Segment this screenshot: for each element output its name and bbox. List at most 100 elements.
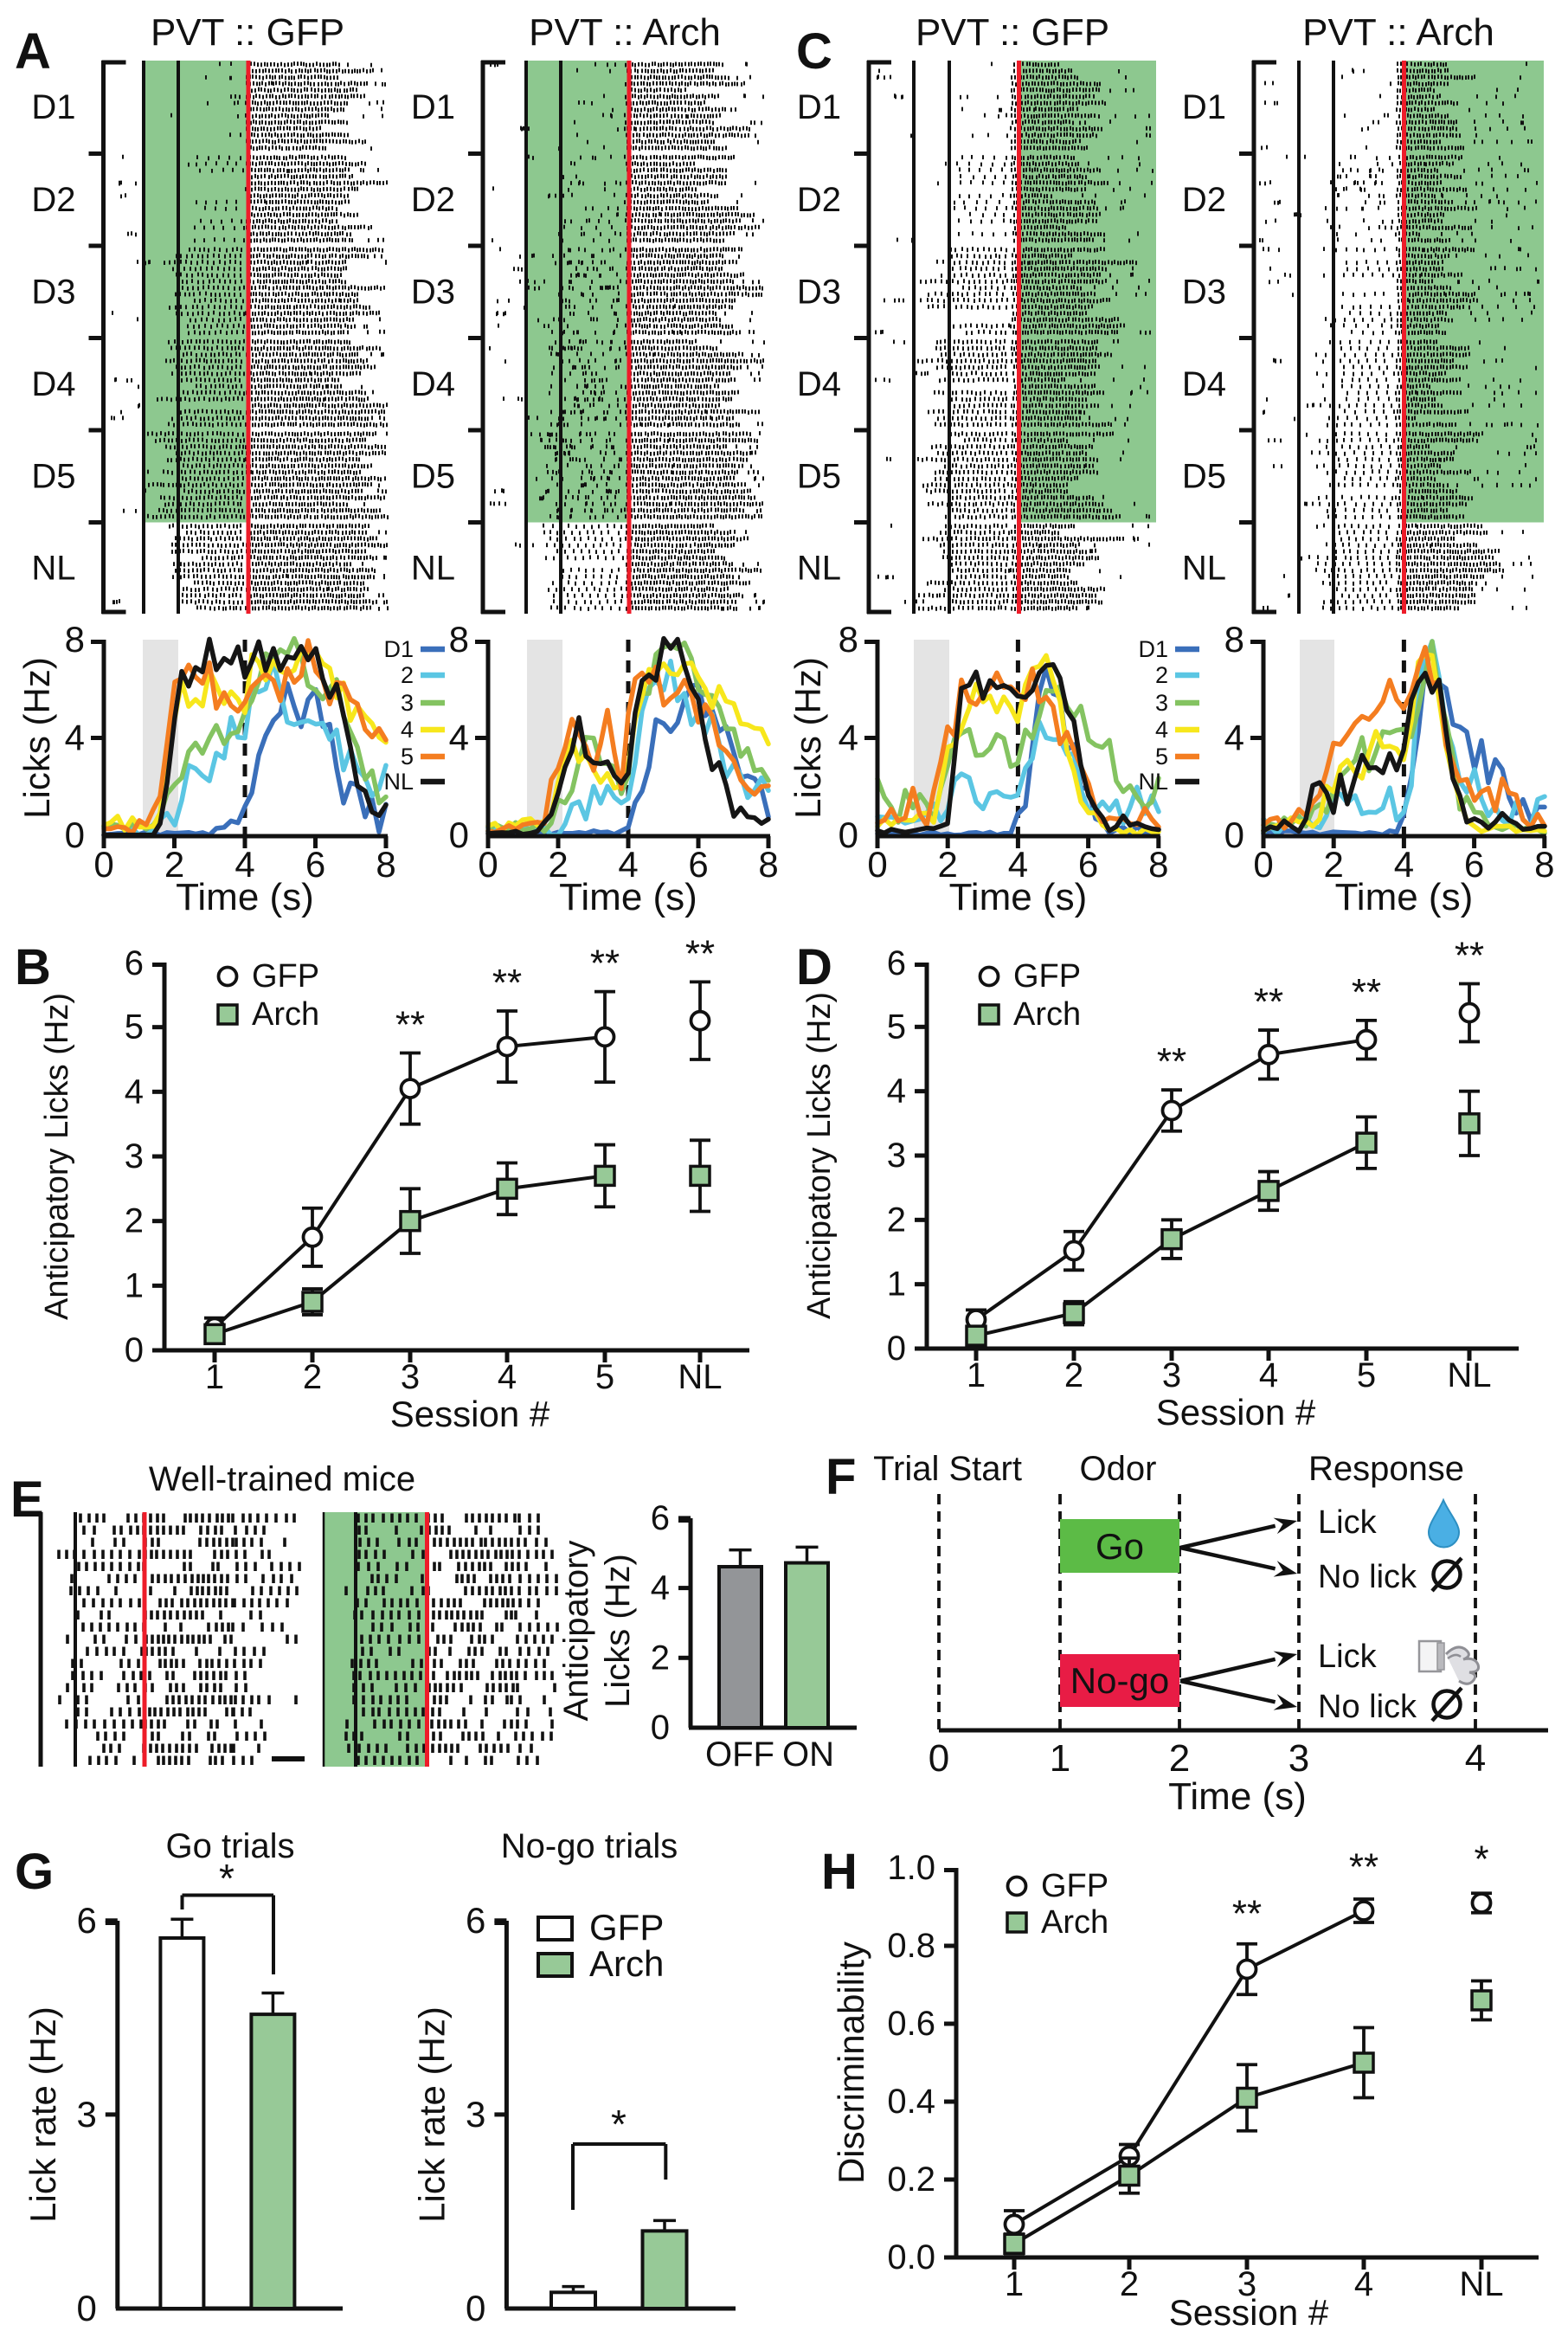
- svg-text:D4: D4: [1182, 365, 1226, 403]
- svg-text:NL: NL: [1182, 549, 1226, 587]
- svg-text:**: **: [492, 962, 522, 1004]
- svg-text:Session #: Session #: [390, 1394, 550, 1434]
- svg-text:5: 5: [401, 744, 414, 770]
- svg-text:D1: D1: [1182, 88, 1226, 126]
- svg-text:4: 4: [498, 1358, 517, 1396]
- svg-text:G: G: [15, 1844, 54, 1900]
- svg-text:No-go: No-go: [1070, 1660, 1169, 1701]
- svg-text:2: 2: [303, 1358, 322, 1396]
- svg-text:0.8: 0.8: [887, 1927, 935, 1965]
- svg-text:NL: NL: [1459, 2265, 1503, 2303]
- svg-text:2: 2: [887, 1201, 906, 1239]
- svg-text:4: 4: [1259, 1356, 1278, 1394]
- svg-text:3: 3: [401, 1358, 420, 1396]
- svg-text:GFP: GFP: [252, 958, 319, 995]
- svg-text:8: 8: [65, 619, 85, 660]
- svg-text:ON: ON: [782, 1735, 834, 1774]
- svg-text:D3: D3: [1182, 273, 1226, 311]
- svg-text:3: 3: [125, 1137, 144, 1175]
- svg-text:**: **: [1232, 1893, 1262, 1935]
- svg-text:D4: D4: [31, 365, 75, 403]
- svg-text:GFP: GFP: [1013, 958, 1081, 995]
- svg-text:GFP: GFP: [1041, 1868, 1109, 1904]
- svg-text:2: 2: [548, 844, 568, 885]
- svg-text:NL: NL: [411, 549, 455, 587]
- svg-text:Time (s): Time (s): [559, 876, 697, 918]
- svg-text:1: 1: [1050, 1737, 1070, 1780]
- svg-text:PVT :: Arch: PVT :: Arch: [1302, 11, 1494, 54]
- svg-text:Arch: Arch: [252, 996, 319, 1033]
- svg-text:NL: NL: [383, 769, 414, 795]
- svg-text:8: 8: [839, 619, 858, 660]
- svg-text:Go trials: Go trials: [166, 1827, 295, 1865]
- svg-text:0: 0: [449, 815, 469, 855]
- svg-text:**: **: [685, 932, 715, 975]
- svg-text:0: 0: [76, 2288, 96, 2328]
- svg-text:*: *: [219, 1856, 235, 1901]
- svg-text:8: 8: [376, 844, 395, 885]
- svg-text:3: 3: [1288, 1737, 1309, 1780]
- svg-text:PVT :: Arch: PVT :: Arch: [529, 11, 721, 54]
- svg-text:Session #: Session #: [1169, 2292, 1329, 2333]
- svg-text:B: B: [15, 939, 51, 995]
- svg-text:5: 5: [595, 1358, 614, 1396]
- svg-text:5: 5: [1155, 744, 1168, 770]
- svg-text:6: 6: [887, 944, 906, 982]
- svg-text:D1: D1: [31, 88, 75, 126]
- svg-text:D3: D3: [797, 273, 841, 311]
- svg-text:1: 1: [967, 1356, 986, 1394]
- svg-text:2: 2: [1155, 662, 1168, 688]
- svg-text:4: 4: [65, 718, 85, 758]
- svg-text:0: 0: [1253, 844, 1273, 885]
- svg-text:NL: NL: [31, 549, 75, 587]
- svg-text:Discriminability: Discriminability: [831, 1942, 871, 2184]
- svg-text:D2: D2: [31, 181, 75, 219]
- svg-text:0: 0: [929, 1737, 949, 1780]
- svg-text:D5: D5: [411, 457, 455, 495]
- svg-text:Lick rate (Hz): Lick rate (Hz): [22, 2006, 63, 2223]
- svg-text:4: 4: [401, 717, 414, 743]
- svg-text:4: 4: [887, 1072, 906, 1111]
- svg-text:3: 3: [466, 2094, 485, 2135]
- svg-text:Licks (Hz): Licks (Hz): [16, 657, 57, 819]
- svg-text:D4: D4: [411, 365, 455, 403]
- svg-text:4: 4: [839, 718, 858, 758]
- svg-text:Time (s): Time (s): [1335, 876, 1474, 918]
- svg-text:**: **: [590, 943, 620, 985]
- svg-text:Response: Response: [1308, 1450, 1464, 1488]
- svg-text:1: 1: [125, 1266, 144, 1304]
- svg-text:3: 3: [887, 1137, 906, 1175]
- svg-text:1.0: 1.0: [887, 1849, 935, 1887]
- svg-text:0: 0: [839, 815, 858, 855]
- svg-text:5: 5: [887, 1008, 906, 1046]
- svg-text:0.0: 0.0: [887, 2238, 935, 2276]
- svg-text:**: **: [1157, 1040, 1186, 1083]
- svg-text:D2: D2: [1182, 181, 1226, 219]
- svg-text:Arch: Arch: [1041, 1904, 1109, 1941]
- svg-text:Trial Start: Trial Start: [873, 1450, 1022, 1488]
- svg-text:Arch: Arch: [589, 1943, 664, 1984]
- svg-text:No lick: No lick: [1318, 1559, 1417, 1595]
- svg-text:3: 3: [76, 2094, 96, 2135]
- svg-text:2: 2: [1064, 1356, 1083, 1394]
- svg-text:Licks (Hz): Licks (Hz): [787, 657, 828, 819]
- svg-text:0: 0: [93, 844, 113, 885]
- svg-text:4: 4: [618, 844, 638, 885]
- svg-text:*: *: [1474, 1838, 1488, 1881]
- svg-text:2: 2: [938, 844, 958, 885]
- svg-text:4: 4: [651, 1569, 670, 1607]
- svg-text:5: 5: [1357, 1356, 1376, 1394]
- svg-text:Arch: Arch: [1013, 996, 1081, 1033]
- svg-text:1: 1: [887, 1265, 906, 1304]
- svg-text:D5: D5: [1182, 457, 1226, 495]
- svg-text:Odor: Odor: [1080, 1450, 1157, 1488]
- svg-text:6: 6: [1078, 844, 1098, 885]
- svg-text:D1: D1: [797, 88, 841, 126]
- svg-text:8: 8: [1224, 619, 1244, 660]
- svg-text:NL: NL: [1447, 1356, 1491, 1394]
- svg-text:2: 2: [401, 662, 414, 688]
- svg-text:H: H: [821, 1844, 858, 1900]
- svg-text:D1: D1: [383, 636, 414, 662]
- svg-text:3: 3: [1237, 2265, 1256, 2303]
- svg-text:D1: D1: [1138, 636, 1168, 662]
